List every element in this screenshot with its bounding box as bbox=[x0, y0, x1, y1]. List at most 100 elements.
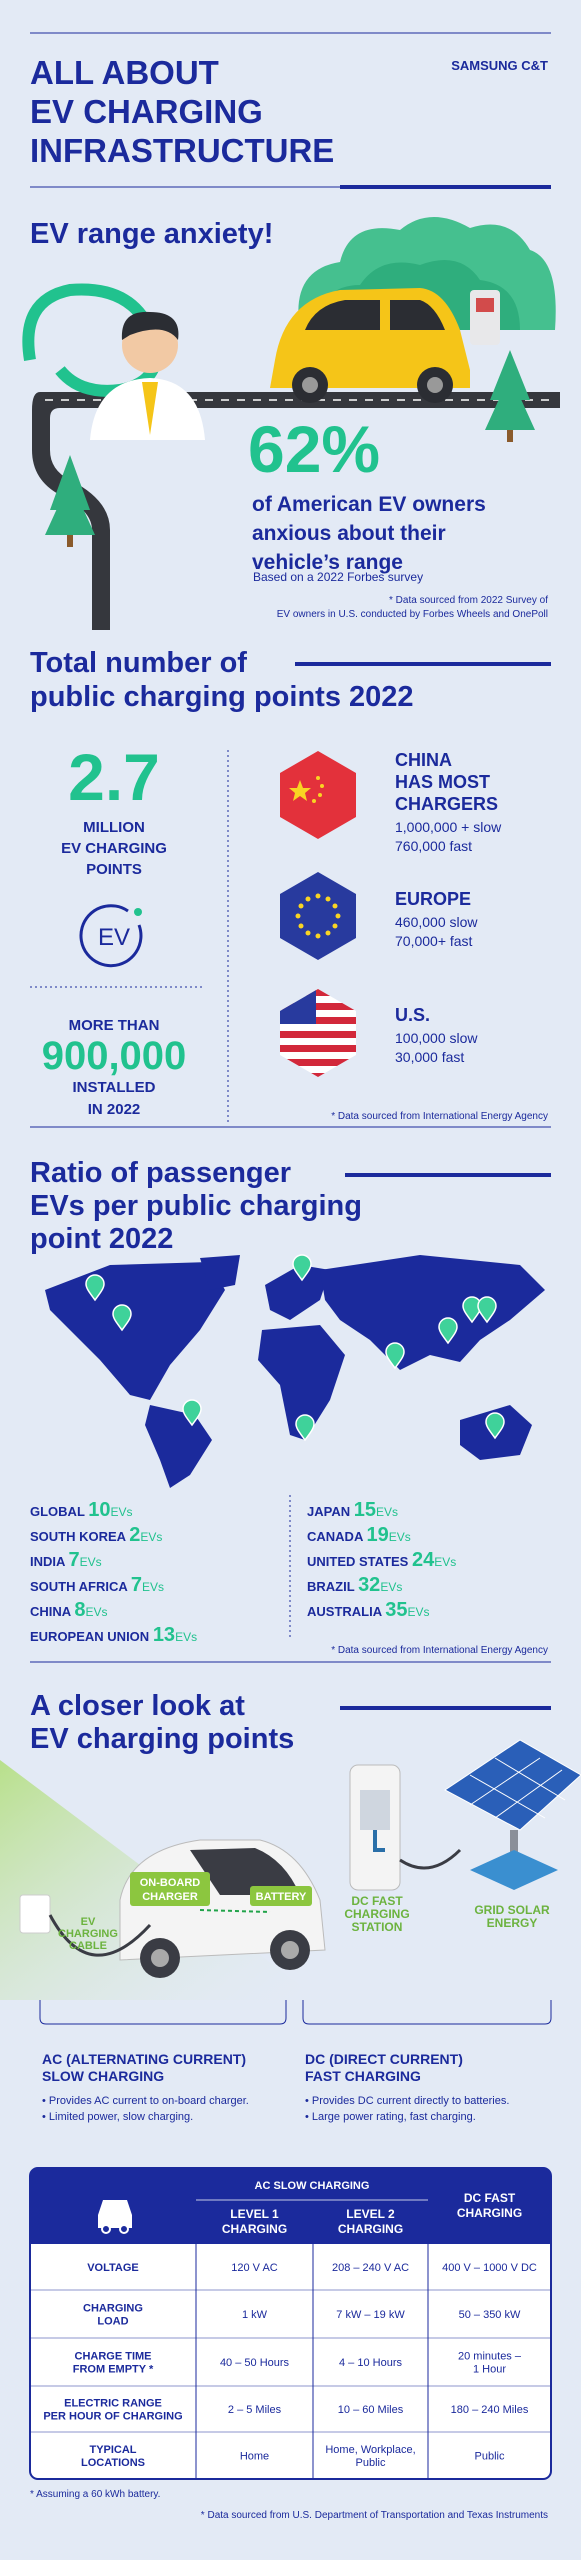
row-label: CHARGING bbox=[83, 2303, 143, 2315]
map-pin bbox=[485, 1412, 505, 1440]
ratio-item: GLOBAL 10EVs bbox=[30, 1499, 133, 1521]
range-illustration bbox=[22, 216, 560, 630]
table-cell: 1 kW bbox=[242, 2309, 268, 2321]
region-name: CHINA bbox=[395, 750, 452, 770]
flag-china bbox=[280, 751, 356, 839]
row-label: LOCATIONS bbox=[81, 2457, 145, 2469]
flag-china-part bbox=[312, 799, 316, 803]
ratio-region: UNITED STATES bbox=[307, 1554, 409, 1569]
title-line: INFRASTRUCTURE bbox=[30, 132, 334, 169]
table-cell: 50 – 350 kW bbox=[459, 2309, 521, 2321]
flag-us-part-part bbox=[280, 1031, 356, 1038]
ratio-value: 32 bbox=[358, 1574, 380, 1596]
world-map bbox=[45, 1255, 545, 1488]
row-label: ELECTRIC RANGE bbox=[64, 2398, 162, 2410]
station-label: CHARGING bbox=[344, 1907, 409, 1921]
ratio-value: 7 bbox=[131, 1574, 142, 1596]
ratio-unit: EVs bbox=[408, 1605, 430, 1619]
table-cell: 1 Hour bbox=[473, 2364, 506, 2376]
flag-us-part-part bbox=[280, 1073, 356, 1077]
ratio-unit: EVs bbox=[434, 1555, 456, 1569]
onboard-charger-label: ON-BOARD bbox=[140, 1877, 201, 1889]
flag-europe-part-part bbox=[315, 933, 321, 939]
charging-illustration bbox=[0, 1739, 581, 2000]
ratio-region: BRAZIL bbox=[307, 1579, 355, 1594]
ratio-unit: EVs bbox=[111, 1505, 133, 1519]
flag-europe-part-part bbox=[305, 930, 311, 936]
region-detail: 30,000 fast bbox=[395, 1049, 464, 1065]
ac-bullet: • Provides AC current to on-board charge… bbox=[42, 2095, 249, 2107]
cable-label: CABLE bbox=[69, 1940, 107, 1952]
footnote: * Data sourced from U.S. Department of T… bbox=[201, 2510, 548, 2521]
battery-label: BATTERY bbox=[256, 1891, 307, 1903]
installed-label: INSTALLED bbox=[72, 1079, 155, 1096]
table-column-header: LEVEL 2 bbox=[346, 2207, 395, 2221]
ratio-unit: EVs bbox=[142, 1580, 164, 1594]
charging-illustration-part bbox=[360, 1790, 390, 1830]
onboard-charger-label: CHARGER bbox=[142, 1891, 198, 1903]
ratio-value: 8 bbox=[74, 1599, 85, 1621]
flag-china-part bbox=[316, 776, 320, 780]
total-label: MILLION bbox=[83, 819, 145, 836]
station-label: DC FAST bbox=[351, 1894, 403, 1908]
source-note: Based on a 2022 Forbes survey bbox=[253, 570, 423, 584]
range-illustration-part bbox=[67, 535, 73, 547]
table-column-header: CHARGING bbox=[222, 2222, 287, 2236]
ratio-unit: EVs bbox=[140, 1530, 162, 1544]
table-cell: 10 – 60 Miles bbox=[338, 2404, 404, 2416]
row-label: FROM EMPTY * bbox=[73, 2364, 154, 2376]
range-illustration-part bbox=[485, 350, 535, 430]
map-pin bbox=[385, 1342, 405, 1370]
ev-icon-part bbox=[79, 904, 143, 968]
comparison-table bbox=[29, 2167, 552, 2480]
comparison-table-part bbox=[98, 2200, 132, 2228]
section-heading: Ratio of passenger bbox=[30, 1157, 291, 1189]
ratio-item: AUSTRALIA 35EVs bbox=[307, 1599, 430, 1621]
section-heading: EV range anxiety! bbox=[30, 218, 273, 250]
title-line: EV CHARGING bbox=[30, 93, 263, 130]
ev-icon-label: EV bbox=[98, 924, 130, 951]
header-rule-accent bbox=[340, 185, 551, 189]
table-group-header: AC SLOW CHARGING bbox=[255, 2180, 370, 2192]
charging-illustration-part bbox=[151, 1949, 169, 1967]
table-cell: 120 V AC bbox=[231, 2262, 278, 2274]
flag-europe-part-part bbox=[325, 930, 331, 936]
region-detail: 460,000 slow bbox=[395, 914, 478, 930]
footnote: EV owners in U.S. conducted by Forbes Wh… bbox=[277, 609, 548, 620]
table-cell: 180 – 240 Miles bbox=[451, 2404, 529, 2416]
table-column-header: CHARGING bbox=[457, 2206, 522, 2220]
total-value: 2.7 bbox=[68, 740, 160, 814]
ratio-value: 13 bbox=[153, 1624, 175, 1646]
stat-value: 62% bbox=[248, 412, 380, 486]
range-illustration-part bbox=[507, 430, 513, 442]
map-pin bbox=[477, 1296, 497, 1324]
ratio-value: 2 bbox=[129, 1524, 140, 1546]
charging-illustration-part bbox=[494, 1757, 566, 1801]
map-pin bbox=[182, 1399, 202, 1427]
ratio-value: 24 bbox=[412, 1549, 435, 1571]
table-column-header: CHARGING bbox=[338, 2222, 403, 2236]
range-illustration-part bbox=[45, 455, 95, 535]
row-label: CHARGE TIME bbox=[75, 2351, 152, 2363]
charging-illustration-part bbox=[469, 1774, 546, 1819]
charging-illustration-part bbox=[190, 1848, 300, 1895]
dc-title: FAST CHARGING bbox=[305, 2068, 421, 2084]
table-cell: Public bbox=[475, 2451, 505, 2463]
row-label: VOLTAGE bbox=[87, 2262, 139, 2274]
flag-europe-part-part bbox=[298, 923, 304, 929]
ratio-unit: EVs bbox=[376, 1505, 398, 1519]
section-heading: point 2022 bbox=[30, 1223, 173, 1255]
section-heading: EV charging points bbox=[30, 1723, 294, 1755]
ratio-item: CANADA 19EVs bbox=[307, 1524, 411, 1546]
stat-description: vehicle’s range bbox=[252, 551, 403, 574]
ratio-region: CHINA bbox=[30, 1604, 72, 1619]
comparison-table-part bbox=[101, 2224, 111, 2234]
ratio-unit: EVs bbox=[380, 1580, 402, 1594]
map-pin bbox=[295, 1414, 315, 1442]
flag-europe-part bbox=[295, 893, 341, 939]
flag-europe-part-part bbox=[332, 923, 338, 929]
footnote: * Data sourced from 2022 Survey of bbox=[389, 595, 548, 606]
dc-title: DC (DIRECT CURRENT) bbox=[305, 2051, 463, 2067]
